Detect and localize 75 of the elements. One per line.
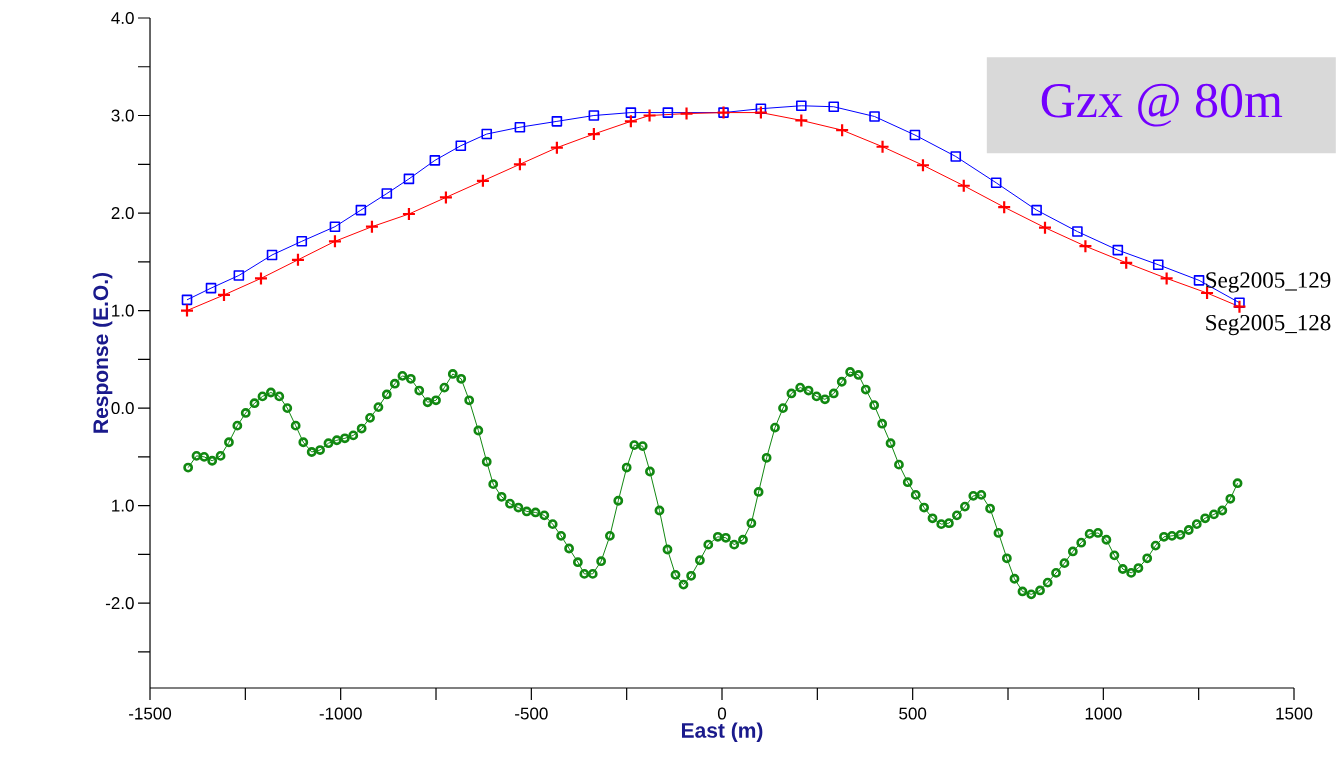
x-tick-label: 0: [717, 707, 727, 720]
y-tick-label: -2.0: [105, 597, 134, 610]
point: [381, 188, 393, 199]
x-tick-label: 500: [899, 707, 927, 720]
point: [1232, 299, 1247, 314]
point: [327, 234, 343, 249]
y-tick-label: 1.0: [112, 499, 134, 512]
x-axis-title: East (m): [681, 722, 763, 742]
point: [253, 271, 269, 286]
point: [625, 107, 637, 118]
point: [1159, 271, 1174, 286]
point: [990, 177, 1002, 189]
point: [514, 121, 526, 133]
point: [296, 236, 308, 247]
point: [753, 105, 768, 120]
series-label: Seg2005_129: [1206, 272, 1331, 293]
y-tick-label: 4.0: [111, 11, 134, 25]
series-label: Seg2005_128: [1206, 314, 1331, 336]
point: [355, 204, 367, 216]
point: [909, 129, 921, 141]
point: [1193, 275, 1205, 286]
x-tick-label: 1000: [1085, 707, 1122, 720]
point: [549, 140, 564, 155]
x-tick-label: -500: [515, 707, 548, 720]
point: [588, 110, 600, 121]
point: [205, 282, 217, 294]
point: [679, 106, 694, 121]
point: [997, 200, 1012, 215]
y-tick-label: 0.0: [111, 402, 134, 415]
x-tick-label: 1500: [1276, 707, 1313, 720]
point: [1152, 259, 1164, 271]
point: [1037, 220, 1053, 235]
point: [329, 221, 341, 232]
point: [179, 303, 195, 318]
point: [455, 140, 467, 152]
point: [794, 113, 809, 128]
x-tick-label: -1000: [319, 707, 362, 720]
point: [950, 151, 962, 162]
point: [1078, 239, 1093, 254]
point: [364, 219, 380, 234]
point: [956, 178, 971, 193]
point: [1072, 226, 1083, 237]
point: [216, 287, 232, 303]
point: [1031, 204, 1042, 216]
point: [429, 155, 441, 166]
point: [642, 108, 657, 123]
annotation: Gzx @ 80m: [1041, 83, 1283, 127]
point: [512, 157, 527, 172]
point: [875, 139, 890, 154]
point: [662, 107, 674, 118]
point: [551, 116, 563, 127]
point: [266, 249, 278, 261]
point: [586, 126, 601, 142]
point: [1112, 244, 1124, 256]
point: [796, 100, 807, 112]
point: [401, 206, 417, 222]
x-tick-label: -1500: [129, 707, 172, 720]
point: [481, 128, 493, 140]
point: [233, 270, 245, 281]
point: [475, 173, 491, 188]
point: [915, 158, 931, 173]
point: [869, 111, 880, 122]
point: [623, 114, 638, 129]
point: [181, 294, 193, 306]
point: [290, 252, 306, 267]
point: [1119, 255, 1134, 270]
point: [438, 190, 454, 205]
y-tick-label: 2.0: [111, 207, 134, 220]
point: [835, 123, 850, 138]
point: [828, 101, 840, 113]
y-axis-title: Response (E.O.): [92, 272, 113, 433]
point: [403, 173, 415, 185]
y-tick-label: 1.0: [112, 304, 134, 317]
point: [1234, 297, 1245, 309]
y-tick-label: 3.0: [111, 109, 134, 122]
